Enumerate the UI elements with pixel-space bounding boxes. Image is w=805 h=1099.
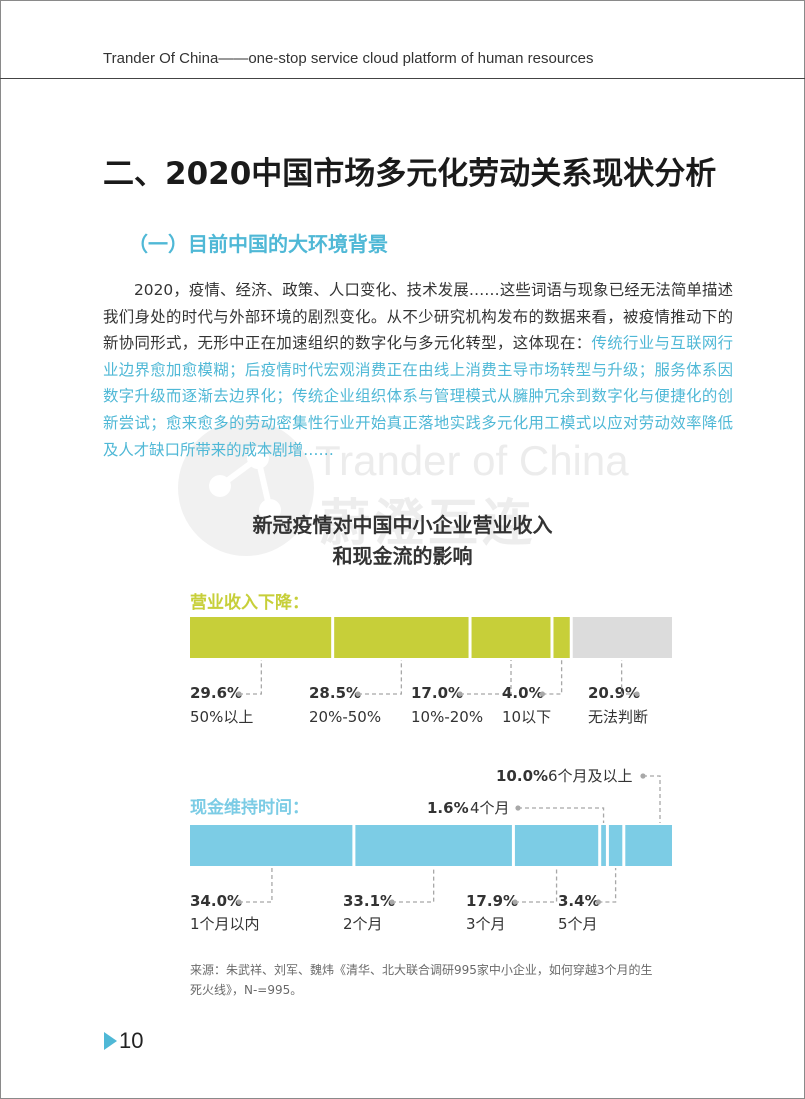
value-label-cash-3: 1.6% [427,799,469,817]
paragraph-text: 2020，疫情、经济、政策、人口变化、技术发展……这些词语与现象已经无法简单描述… [103,281,733,353]
leader-line-cash-5 [643,775,661,823]
value-label-revenue-4: 20.9% [588,684,640,702]
value-label-cash-4: 3.4% [558,892,600,910]
category-label-cash-2: 3个月 [466,915,506,933]
category-label-revenue-3: 10以下 [502,708,551,726]
leader-line-revenue-1 [358,660,403,695]
source-note: 来源：朱武祥、刘军、魏炜《清华、北大联合调研995家中小企业，如何穿越3个月的生… [190,963,653,997]
page-marker-icon [104,1032,117,1050]
bar-segment-0-2 [470,617,552,658]
category-label-cash-0: 1个月以内 [190,915,260,933]
bar-segment-0-0 [190,617,333,658]
bar-segment-0-4 [571,617,672,658]
value-label-cash-0: 34.0% [190,892,242,910]
bar-segment-1-4 [607,825,624,866]
running-header: Trander Of China——one-stop service cloud… [0,0,805,79]
section-title: 二、2020中国市场多元化劳动关系现状分析 [103,156,717,192]
header-text: Trander Of China——one-stop service cloud… [103,50,594,67]
paragraph-highlight: 传统行业与互联网行业边界愈加愈模糊；后疫情时代宏观消费正在由线上消费主导市场转型… [103,334,733,459]
leader-line-cash-0 [239,868,273,903]
category-label-cash-5: 6个月及以上 [548,767,633,785]
leader-line-revenue-2 [460,660,512,695]
value-label-cash-2: 17.9% [466,892,518,910]
chart-title-line1: 新冠疫情对中国中小企业营业收入 [252,513,553,537]
value-label-cash-1: 33.1% [343,892,395,910]
category-label-revenue-4: 无法判断 [588,708,648,726]
bar-segment-0-1 [332,617,471,658]
leader-line-cash-3 [518,807,605,823]
category-label-cash-1: 2个月 [343,915,383,933]
chart-title: 新冠疫情对中国中小企业营业收入 和现金流的影响 [190,510,615,572]
category-label-revenue-2: 10%-20% [411,708,483,726]
category-label-revenue-0: 50%以上 [190,708,253,726]
leader-line-revenue-0 [239,660,262,695]
value-label-revenue-1: 28.5% [309,684,361,702]
value-label-revenue-0: 29.6% [190,684,242,702]
leader-line-revenue-4 [620,660,637,695]
category-label-revenue-1: 20%-50% [309,708,381,726]
watermark-logo-icon [178,420,314,556]
leader-line-revenue-3 [542,660,563,695]
bar-segment-0-3 [551,617,572,658]
sub-title: （一）目前中国的大环境背景 [128,232,388,256]
revenue-group-label: 营业收入下降： [190,593,309,613]
leader-line-cash-2 [515,868,558,903]
category-label-cash-4: 5个月 [558,915,598,933]
chart-title-line2: 和现金流的影响 [332,544,473,568]
body-paragraph: 2020，疫情、经济、政策、人口变化、技术发展……这些词语与现象已经无法简单描述… [103,277,733,463]
bar-segment-1-2 [513,825,600,866]
value-label-cash-5: 10.0% [496,767,548,785]
bar-segment-1-3 [599,825,608,866]
watermark-text-cn: 蔚澄互连 [320,494,536,552]
page-number: 10 [119,1028,144,1053]
bar-segment-1-5 [623,825,672,866]
value-label-revenue-3: 4.0% [502,684,544,702]
leader-line-cash-1 [392,868,435,903]
bar-segment-1-1 [353,825,514,866]
watermark-text-en: Trander of China [315,437,629,484]
value-label-revenue-2: 17.0% [411,684,463,702]
category-label-cash-3: 4个月 [470,799,510,817]
leader-line-cash-4 [598,868,617,903]
bar-segment-1-0 [190,825,354,866]
cash-group-label: 现金维持时间： [190,798,309,818]
